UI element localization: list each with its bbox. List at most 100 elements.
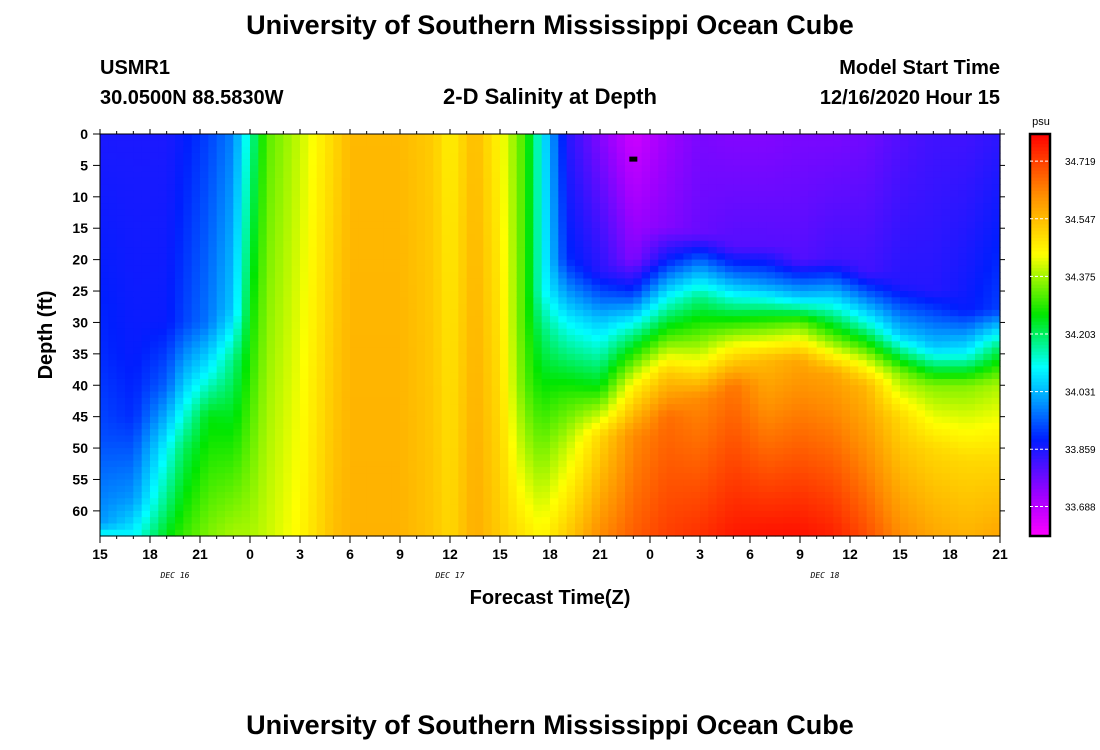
heatmap-cell — [691, 504, 701, 512]
heatmap-cell — [383, 303, 393, 311]
heatmap-cell — [566, 284, 576, 292]
heatmap-cell — [633, 510, 643, 518]
heatmap-cell — [450, 234, 459, 242]
heatmap-cell — [466, 498, 476, 506]
heatmap-cell — [300, 228, 309, 236]
heatmap-cell — [675, 291, 684, 298]
heatmap-cell — [550, 454, 559, 462]
heatmap-cell — [400, 404, 409, 411]
heatmap-cell — [683, 523, 693, 531]
heatmap-cell — [566, 523, 576, 531]
heatmap-cell — [350, 259, 359, 267]
heatmap-cell — [275, 529, 284, 537]
heatmap-cell — [266, 372, 276, 380]
heatmap-cell — [366, 397, 376, 405]
heatmap-cell — [125, 448, 134, 455]
heatmap-cell — [366, 322, 376, 330]
heatmap-cell — [458, 466, 468, 474]
heatmap-cell — [691, 134, 701, 141]
heatmap-cell — [241, 429, 251, 437]
heatmap-cell — [650, 460, 659, 468]
heatmap-cell — [675, 498, 684, 506]
heatmap-cell — [225, 247, 234, 254]
heatmap-cell — [308, 259, 318, 267]
heatmap-cell — [391, 448, 401, 455]
heatmap-cell — [566, 316, 576, 324]
heatmap-cell — [650, 247, 659, 254]
heatmap-cell — [108, 146, 118, 154]
heatmap-cell — [433, 165, 443, 173]
heatmap-cell — [100, 435, 109, 443]
heatmap-cell — [666, 341, 676, 349]
heatmap-cell — [516, 190, 526, 198]
heatmap-cell — [541, 523, 551, 531]
heatmap-cell — [583, 485, 593, 493]
heatmap-cell — [583, 448, 593, 455]
heatmap-cell — [166, 215, 176, 223]
heatmap-cell — [108, 322, 118, 330]
heatmap-cell — [516, 228, 526, 236]
heatmap-cell — [566, 234, 576, 242]
heatmap-cell — [250, 297, 259, 305]
heatmap-cell — [450, 416, 459, 424]
heatmap-cell — [175, 498, 184, 506]
heatmap-cell — [541, 297, 551, 305]
heatmap-cell — [516, 492, 526, 499]
heatmap-cell — [316, 309, 326, 317]
heatmap-cell — [450, 278, 459, 286]
heatmap-cell — [216, 134, 226, 141]
heatmap-cell — [266, 485, 276, 493]
heatmap-cell — [608, 391, 618, 399]
heatmap-cell — [225, 510, 234, 518]
heatmap-cell — [191, 278, 201, 286]
heatmap-cell — [308, 510, 318, 518]
heatmap-cell — [508, 159, 518, 167]
heatmap-cell — [375, 485, 384, 493]
heatmap-cell — [408, 523, 418, 531]
heatmap-cell — [475, 316, 484, 324]
heatmap-cell — [391, 328, 401, 336]
heatmap-cell — [466, 209, 476, 217]
heatmap-cell — [708, 259, 718, 267]
heatmap-cell — [408, 146, 418, 154]
heatmap-cell — [533, 492, 543, 499]
heatmap-cell — [391, 184, 401, 192]
heatmap-cell — [433, 215, 443, 223]
heatmap-cell — [683, 404, 693, 411]
heatmap-cell — [483, 504, 493, 512]
heatmap-cell — [591, 221, 601, 229]
heatmap-cell — [158, 492, 168, 499]
heatmap-cell — [191, 209, 201, 217]
heatmap-cell — [633, 378, 643, 386]
heatmap-cell — [208, 278, 218, 286]
heatmap-cell — [583, 416, 593, 424]
heatmap-cell — [158, 429, 168, 437]
heatmap-cell — [700, 473, 709, 481]
heatmap-cell — [633, 422, 643, 430]
heatmap-cell — [100, 152, 109, 160]
heatmap-cell — [241, 240, 251, 248]
heatmap-cell — [183, 416, 193, 424]
heatmap-cell — [566, 253, 576, 261]
heatmap-cell — [308, 391, 318, 399]
heatmap-cell — [150, 165, 159, 173]
heatmap-cell — [225, 234, 234, 242]
heatmap-cell — [675, 391, 684, 399]
heatmap-cell — [550, 360, 559, 368]
heatmap-cell — [616, 322, 626, 330]
heatmap-cell — [725, 196, 734, 204]
heatmap-cell — [208, 473, 218, 481]
heatmap-cell — [491, 140, 501, 148]
heatmap-cell — [175, 152, 184, 160]
heatmap-cell — [275, 335, 284, 342]
heatmap-cell — [341, 492, 351, 499]
heatmap-cell — [491, 190, 501, 198]
heatmap-cell — [600, 165, 609, 173]
heatmap-cell — [225, 253, 234, 261]
heatmap-cell — [533, 309, 543, 317]
heatmap-cell — [183, 303, 193, 311]
heatmap-cell — [741, 466, 751, 474]
heatmap-cell — [533, 510, 543, 518]
heatmap-cell — [175, 228, 184, 236]
heatmap-cell — [650, 159, 659, 167]
